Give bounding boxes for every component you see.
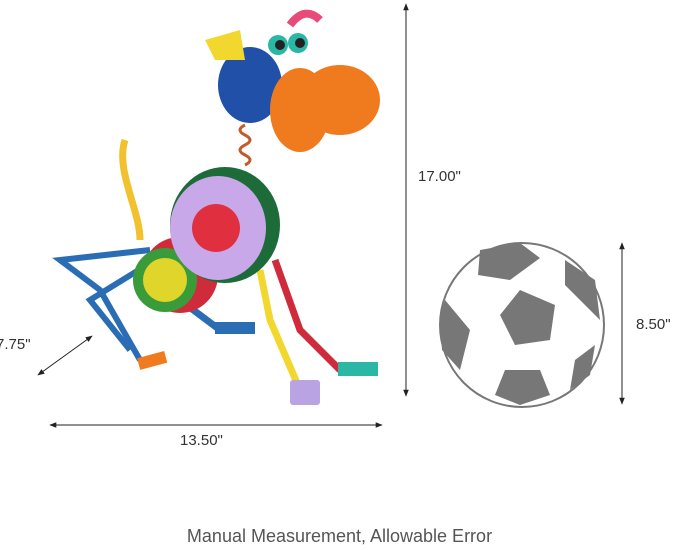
soccer-ball <box>439 242 605 408</box>
depth-arrow <box>37 335 93 376</box>
depth-label: 7.75" <box>0 336 31 353</box>
height-label: 17.00" <box>418 168 461 185</box>
width-label: 13.50" <box>180 432 223 449</box>
caption: Manual Measurement, Allowable Error <box>186 526 493 546</box>
dog-figure <box>52 9 380 405</box>
ball-height-label: 8.50" <box>636 316 671 333</box>
